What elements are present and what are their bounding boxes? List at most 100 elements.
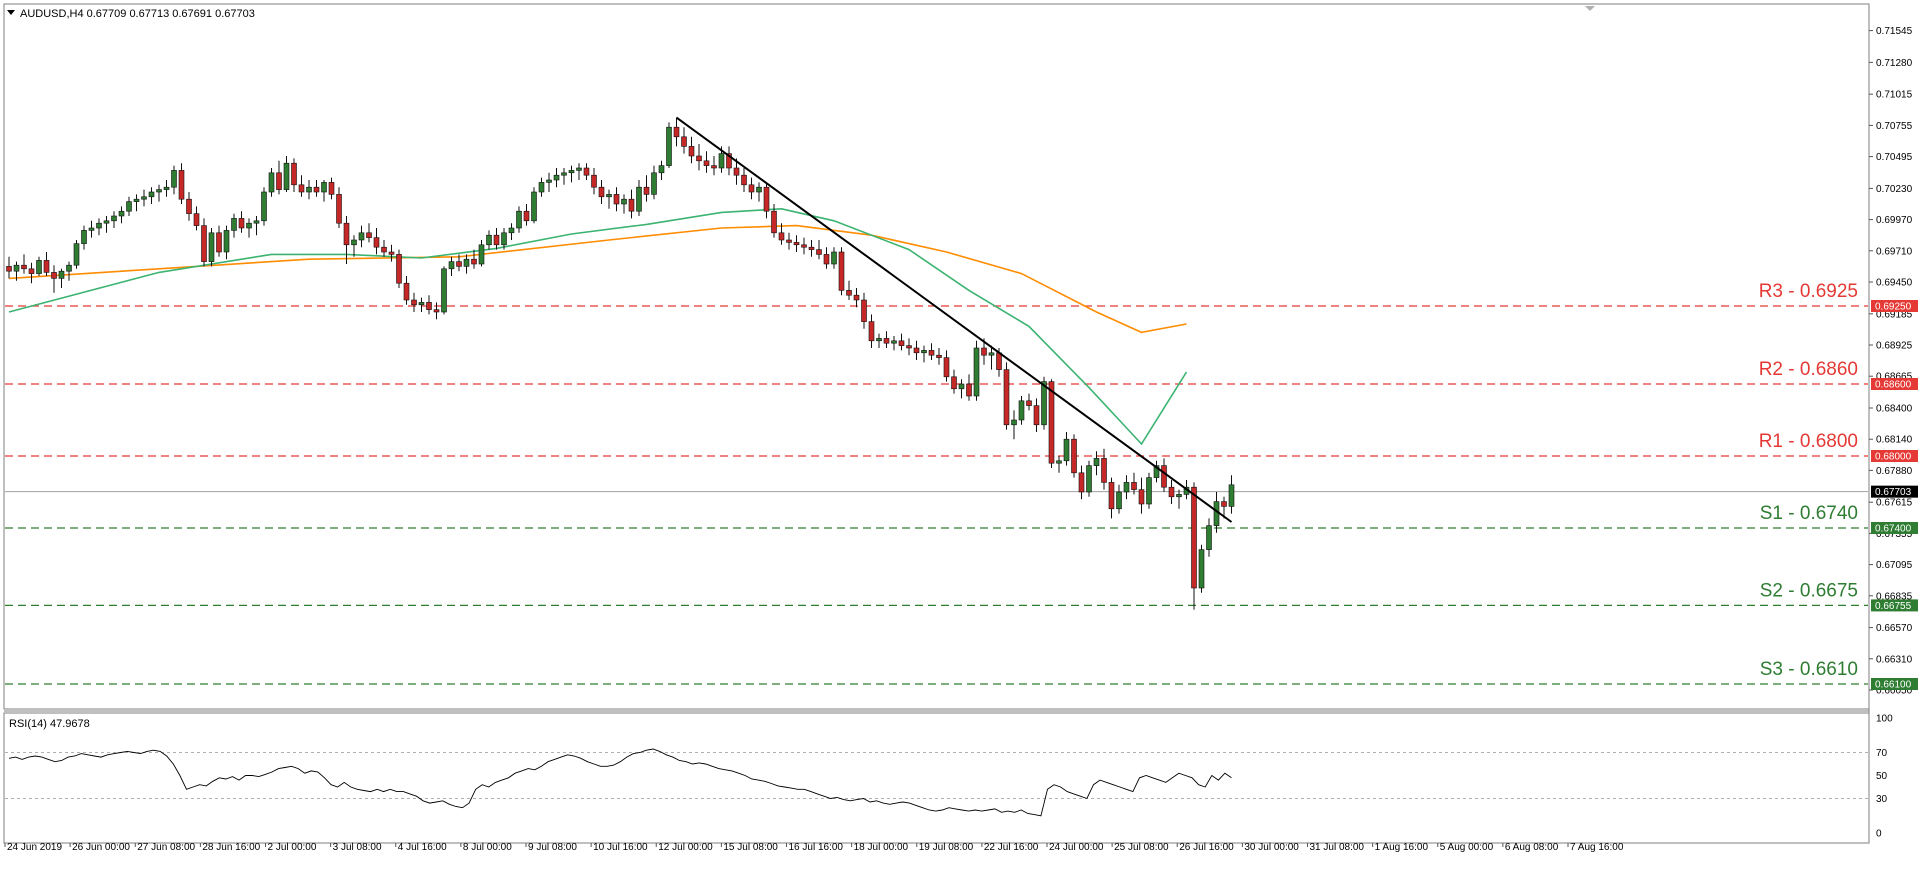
- candle-body: [141, 196, 147, 200]
- candle-body: [298, 184, 305, 193]
- candle-body: [456, 261, 462, 267]
- y-tick-label: 0.70755: [1876, 121, 1913, 132]
- candle-body: [96, 222, 102, 229]
- candle-body: [628, 198, 635, 212]
- candle-body: [36, 260, 42, 274]
- candle-body: [1018, 400, 1025, 421]
- candle-body: [58, 270, 65, 279]
- candle-body: [658, 165, 665, 174]
- candle-body: [111, 215, 117, 222]
- candle-body: [853, 294, 860, 301]
- candle-body: [291, 162, 297, 186]
- candle-body: [981, 347, 987, 356]
- candle-body: [411, 299, 417, 306]
- candle-body: [156, 189, 162, 193]
- x-tick-label: 27 Jun 08:00: [137, 842, 195, 853]
- candle-body: [996, 352, 1002, 370]
- candle-body: [178, 170, 185, 200]
- candle-body: [823, 254, 830, 265]
- candle-body: [523, 210, 530, 222]
- x-tick-label: 22 Jul 16:00: [984, 842, 1039, 853]
- candle-body: [531, 191, 537, 222]
- candle-body: [88, 227, 95, 231]
- candle-body: [388, 251, 395, 255]
- y-tick-label: 0.71015: [1876, 90, 1913, 101]
- candle-body: [1138, 489, 1145, 505]
- candle-body: [433, 309, 440, 313]
- candle-body: [1071, 438, 1077, 474]
- rsi-tick-label: 0: [1876, 829, 1882, 840]
- y-tick-label: 0.70230: [1876, 184, 1913, 195]
- collapse-triangle-icon[interactable]: [7, 10, 15, 15]
- candle-body: [133, 198, 140, 202]
- candle-body: [733, 167, 740, 176]
- candle-body: [261, 191, 267, 222]
- y-tick-label: 0.69450: [1876, 278, 1913, 289]
- y-tick-label: 0.68925: [1876, 341, 1913, 352]
- candle-body: [778, 232, 785, 241]
- candle-body: [973, 347, 980, 397]
- candle-body: [763, 186, 770, 212]
- candle-body: [688, 146, 695, 157]
- candle-body: [283, 162, 290, 190]
- candle-body: [253, 220, 260, 224]
- level-label-s3: S3 - 0.6610: [1760, 659, 1858, 680]
- x-tick-label: 6 Aug 08:00: [1505, 842, 1559, 853]
- x-tick-label: 9 Jul 08:00: [528, 842, 577, 853]
- candle-body: [148, 191, 155, 198]
- candle-body: [1153, 465, 1160, 478]
- candle-body: [666, 126, 672, 166]
- candle-body: [396, 254, 402, 284]
- candle-body: [801, 244, 807, 248]
- level-label-r1: R1 - 0.6800: [1759, 431, 1858, 452]
- x-tick-label: 18 Jul 00:00: [854, 842, 909, 853]
- candle-body: [808, 246, 815, 250]
- x-tick-label: 26 Jul 16:00: [1179, 842, 1234, 853]
- candle-body: [186, 198, 192, 214]
- candle-body: [673, 126, 680, 138]
- candle-body: [838, 251, 845, 291]
- candle-body: [403, 282, 410, 301]
- candle-body: [891, 340, 897, 344]
- candle-body: [568, 170, 575, 174]
- y-tick-label: 0.69185: [1876, 309, 1913, 320]
- candle-body: [336, 194, 342, 224]
- x-tick-label: 3 Jul 08:00: [333, 842, 382, 853]
- level-tag-r2-bg: [1871, 378, 1918, 390]
- candle-body: [921, 350, 927, 354]
- candle-body: [861, 299, 867, 322]
- candle-body: [1213, 501, 1220, 526]
- candle-body: [66, 264, 72, 272]
- candle-body: [6, 266, 12, 272]
- candle-body: [1093, 458, 1100, 466]
- candle-body: [771, 210, 777, 234]
- current-price-tag-bg: [1871, 485, 1918, 498]
- scroll-marker-icon[interactable]: [1585, 6, 1595, 11]
- candle-body: [936, 354, 942, 358]
- x-tick-label: 12 Jul 00:00: [658, 842, 713, 853]
- y-tick-label: 0.66570: [1876, 623, 1913, 634]
- x-tick-label: 24 Jun 2019: [7, 842, 62, 853]
- level-label-r3: R3 - 0.6925: [1759, 281, 1858, 302]
- rsi-pane-border: [3, 712, 1870, 844]
- x-tick-label: 30 Jul 00:00: [1244, 842, 1299, 853]
- candle-body: [1176, 494, 1182, 498]
- candle-body: [163, 186, 170, 190]
- candle-body: [591, 174, 597, 188]
- x-tick-label: 26 Jun 00:00: [72, 842, 130, 853]
- candle-body: [636, 186, 642, 212]
- candle-body: [786, 239, 792, 243]
- candle-body: [1198, 549, 1205, 589]
- x-tick-label: 25 Jul 08:00: [1114, 842, 1169, 853]
- candle-body: [553, 174, 560, 181]
- candle-body: [103, 220, 110, 224]
- candle-body: [748, 184, 755, 193]
- candle-body: [448, 261, 455, 270]
- x-tick-label: 7 Aug 16:00: [1570, 842, 1624, 853]
- candle-body: [613, 194, 620, 205]
- x-tick-label: 16 Jul 16:00: [789, 842, 844, 853]
- candle-body: [1116, 491, 1122, 510]
- candle-body: [1108, 482, 1115, 510]
- candle-body: [846, 290, 852, 296]
